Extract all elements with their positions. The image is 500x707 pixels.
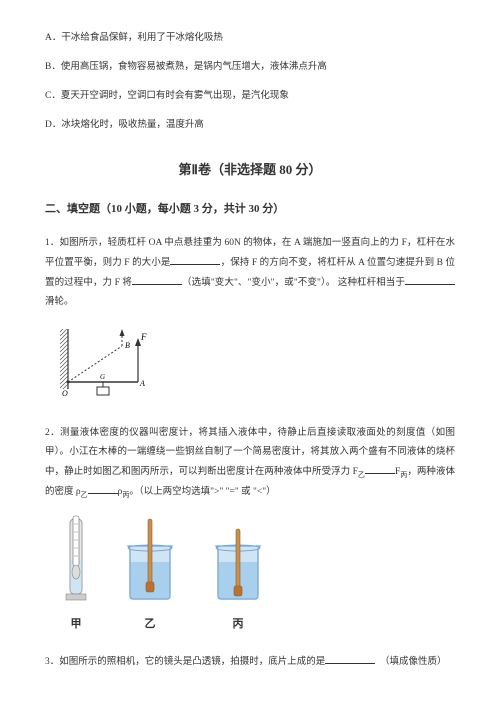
- beaker-bing-icon: [208, 514, 268, 604]
- fill-blank-title: 二、填空题（10 小题，每小题 3 分，共计 30 分）: [45, 200, 455, 220]
- svg-text:B: B: [125, 341, 130, 350]
- option-a: A．干冰给食品保鲜，利用了干冰熔化吸热: [45, 30, 455, 47]
- svg-text:A: A: [139, 379, 145, 388]
- q2-text-5: 。（以上两空均选填">" "=" 或 "<"）: [129, 487, 275, 497]
- q1-text-3: （选填"变大"、"变小"，或"不变"）。 这种杠杆相当于: [182, 278, 405, 288]
- figure-lever: F B O A G: [60, 324, 455, 406]
- q1-blank-1: [170, 253, 220, 265]
- tube-jia-icon: [60, 514, 92, 604]
- section-2-title: 第Ⅱ卷（非选择题 80 分）: [45, 158, 455, 181]
- question-2: 2．测量液体密度的仪器叫密度计，将其插入液体中，待静止后直接读取液面处的刻度值（…: [45, 424, 455, 502]
- q2-blank-2: [88, 482, 118, 494]
- label-yi: 乙: [120, 615, 180, 635]
- q2-sub-1: 乙: [358, 470, 365, 478]
- q3-text-1: 3．如图所示的照相机，它的镜头是凸透镜，拍摄时，底片上成的是: [45, 657, 325, 667]
- question-3: 3．如图所示的照相机，它的镜头是凸透镜，拍摄时，底片上成的是 （填成像性质）: [45, 652, 455, 672]
- label-jia: 甲: [60, 615, 92, 635]
- question-1: 1．如图所示，轻质杠杆 OA 中点悬挂重为 60N 的物体，在 A 端施加一竖直…: [45, 234, 455, 312]
- beaker-yi-icon: [120, 514, 180, 604]
- beaker-bing-group: 丙: [208, 514, 268, 635]
- option-c: C．夏天开空调时，空调口有时会有雾气出现，是汽化现象: [45, 88, 455, 105]
- figure-density: 甲 乙 丙: [45, 514, 455, 635]
- q3-blank-1: [325, 652, 375, 664]
- q2-blank-1: [365, 462, 395, 474]
- q1-text-4: 滑轮。: [45, 297, 74, 307]
- svg-text:G: G: [100, 373, 105, 381]
- beaker-yi-group: 乙: [120, 514, 180, 635]
- option-d: D．冰块熔化时，吸收热量，温度升高: [45, 117, 455, 134]
- label-bing: 丙: [208, 615, 268, 635]
- q1-blank-2: [132, 273, 182, 285]
- svg-text:O: O: [62, 389, 68, 398]
- q1-blank-3: [405, 273, 455, 285]
- q3-text-2: （填成像性质）: [385, 657, 447, 667]
- svg-text:F: F: [140, 332, 147, 342]
- beaker-jia-group: 甲: [60, 514, 92, 635]
- option-b: B．使用高压锅，食物容易被煮熟，是锅内气压增大，液体沸点升高: [45, 59, 455, 76]
- q2-sub-3: 乙: [81, 490, 88, 498]
